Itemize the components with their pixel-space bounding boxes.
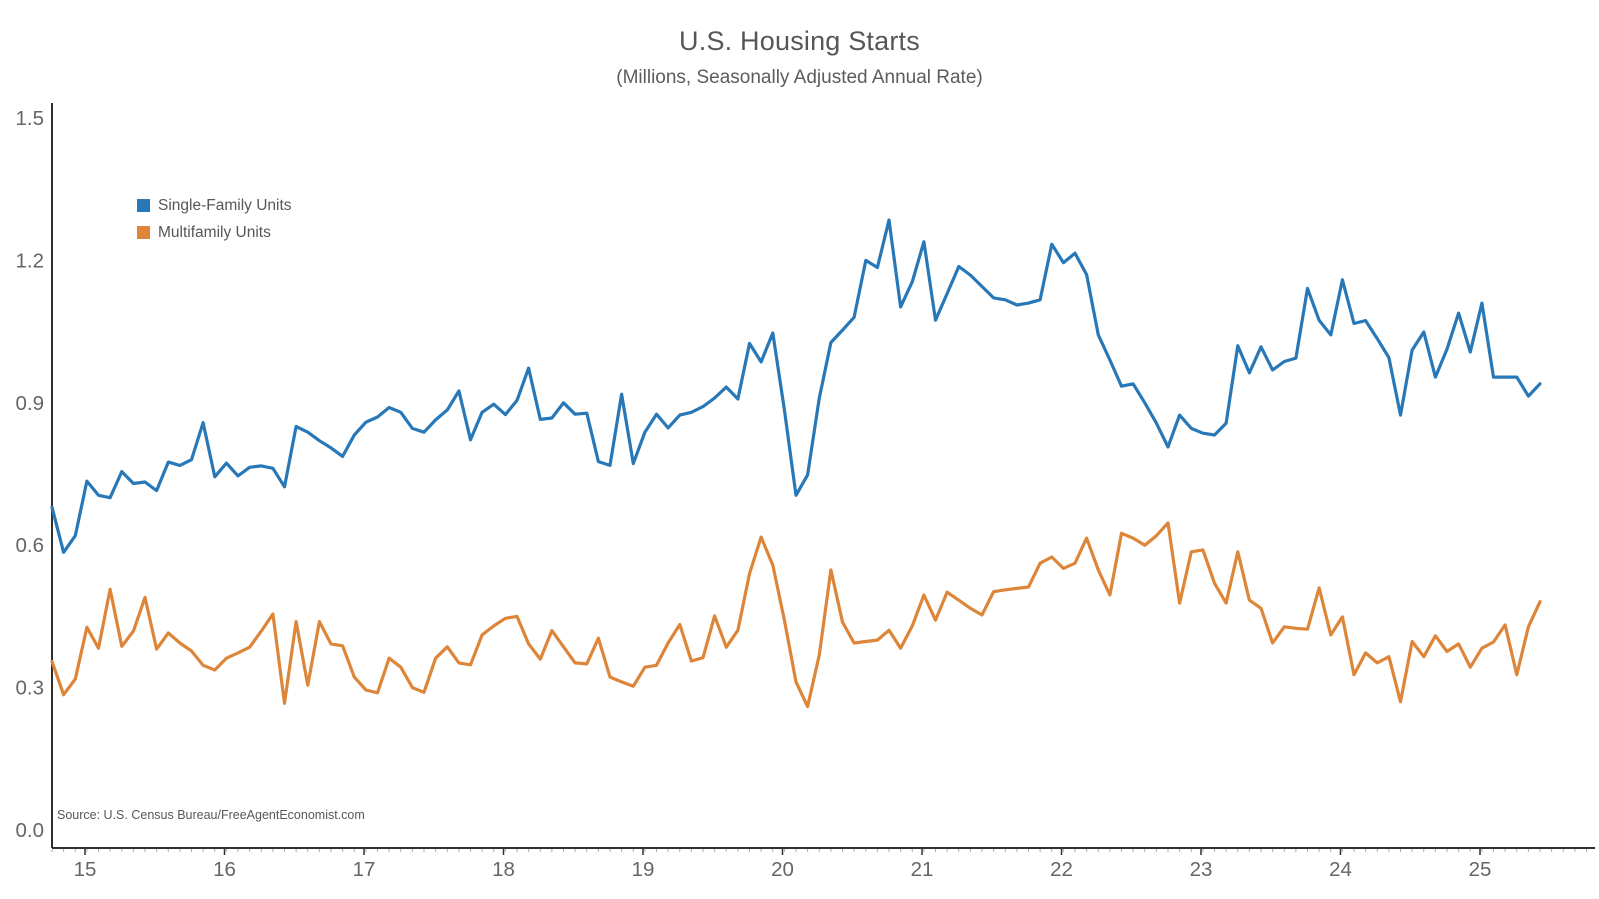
x-tick-label: 25 <box>1469 858 1492 881</box>
x-tick-label: 16 <box>213 858 236 881</box>
legend: Single-Family Units Multifamily Units <box>137 192 292 246</box>
x-tick-label: 20 <box>771 858 794 881</box>
y-tick-label: 1.5 <box>16 107 45 130</box>
multifamily-line <box>50 521 1542 709</box>
multifamily-swatch-icon <box>137 226 150 239</box>
legend-item-multifamily: Multifamily Units <box>137 219 292 246</box>
x-tick-label: 19 <box>632 858 655 881</box>
chart-title: U.S. Housing Starts <box>679 26 920 56</box>
y-tick-label: 0.0 <box>16 819 45 842</box>
y-tick-label: 0.9 <box>16 392 45 415</box>
x-tick-label: 24 <box>1329 858 1352 881</box>
x-tick-label: 23 <box>1190 858 1213 881</box>
legend-item-single-family: Single-Family Units <box>137 192 292 219</box>
single-family-swatch-icon <box>137 199 150 212</box>
y-tick-label: 0.6 <box>16 534 45 557</box>
y-tick-label: 0.3 <box>16 677 45 700</box>
chart-subtitle: (Millions, Seasonally Adjusted Annual Ra… <box>616 67 983 88</box>
legend-label: Multifamily Units <box>158 223 271 241</box>
x-tick-label: 18 <box>492 858 515 881</box>
x-tick-label: 17 <box>353 858 376 881</box>
axis-layer: 15 16 17 18 19 20 21 22 23 24 25 0.0 0.3 0.6 0.9 1.2 1.5 <box>16 103 1595 881</box>
y-tick-label: 1.2 <box>16 249 45 272</box>
x-tick-label: 21 <box>911 858 934 881</box>
series-layer <box>50 218 1542 709</box>
x-tick-label: 15 <box>74 858 97 881</box>
x-tick-label: 22 <box>1050 858 1073 881</box>
single-family-line <box>50 218 1542 554</box>
source-note: Source: U.S. Census Bureau/FreeAgentEcon… <box>57 808 365 822</box>
legend-label: Single-Family Units <box>158 196 292 214</box>
